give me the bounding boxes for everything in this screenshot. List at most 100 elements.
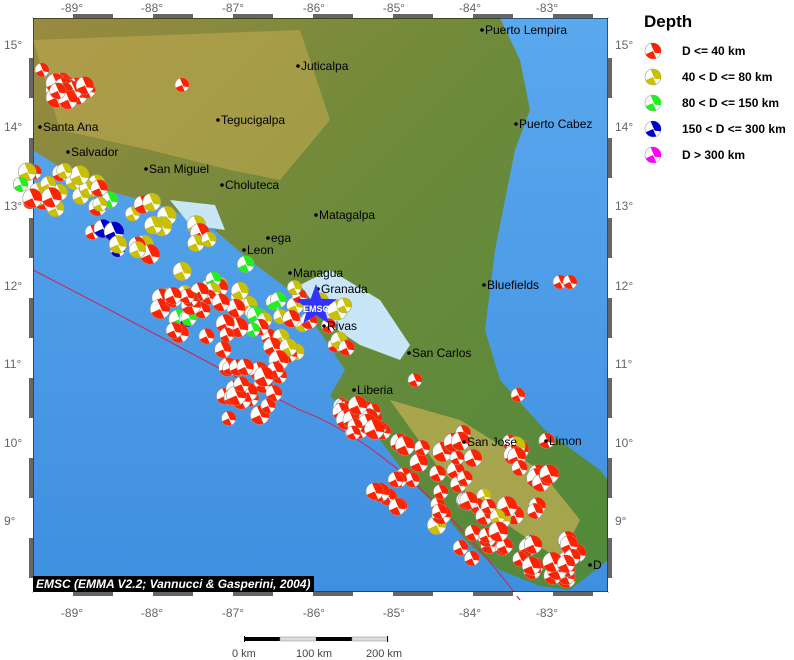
focal-mechanism [348, 395, 368, 416]
city-label: Juticalpa [301, 59, 349, 73]
focal-mechanism [90, 179, 108, 197]
longitude-tick: -88° [141, 606, 163, 620]
legend-item: 40 < D <= 80 km [644, 64, 786, 90]
city-dot [544, 439, 548, 443]
focal-mechanism [450, 431, 471, 451]
focal-mechanism [414, 439, 431, 456]
focal-mechanism [211, 293, 230, 312]
trench-line [32, 269, 521, 601]
city-label: Limon [549, 434, 582, 448]
focal-mechanism [41, 187, 62, 208]
focal-mechanism [22, 188, 43, 209]
city-dot [296, 64, 300, 68]
latitude-tick: 11° [4, 357, 21, 371]
latitude-tick: 12° [4, 279, 22, 293]
longitude-tick: -84° [459, 1, 481, 15]
focal-mechanism [364, 418, 385, 440]
focal-mechanism [219, 327, 235, 343]
focal-mechanism [345, 425, 361, 441]
focal-mechanism [270, 291, 287, 309]
city-label: Granada [321, 282, 368, 296]
focal-mechanism [539, 464, 560, 485]
focal-mechanism [557, 554, 576, 573]
legend-label: D > 300 km [682, 148, 746, 162]
focal-mechanism [562, 274, 578, 290]
focal-mechanism [336, 297, 353, 314]
city-dot [352, 388, 356, 392]
latitude-tick: 15° [615, 38, 633, 52]
legend-title: Depth [644, 12, 693, 31]
latitude-tick: 10° [615, 436, 633, 450]
city-label: Santa Ana [43, 120, 99, 134]
legend-item: 80 < D <= 150 km [644, 90, 786, 116]
latitude-tick: 9° [4, 514, 16, 528]
focal-mechanism [488, 521, 509, 542]
focal-mechanism [527, 503, 544, 520]
city-dot [288, 271, 292, 275]
city-label: ega [271, 231, 291, 245]
emsc-marker[interactable]: EMSC [295, 284, 337, 324]
longitude-tick: -87° [222, 1, 244, 15]
city-dot [480, 28, 484, 32]
city-dot [266, 236, 270, 240]
focal-mechanism [480, 498, 497, 515]
legend-label: 40 < D <= 80 km [682, 70, 773, 84]
city-label: Matagalpa [319, 208, 375, 222]
city-dot [407, 351, 411, 355]
focal-mechanism [338, 339, 355, 357]
focal-mechanism [144, 216, 163, 235]
beachball-icon [644, 120, 662, 138]
beachball-icon [644, 146, 662, 164]
focal-mechanism [12, 176, 29, 192]
focal-mechanism [459, 491, 478, 510]
legend-label: D <= 40 km [682, 44, 746, 58]
city-label: San Jose [467, 435, 517, 449]
focal-mechanism [449, 450, 465, 466]
focal-mechanism [388, 498, 406, 516]
focal-mechanism [407, 372, 423, 388]
focal-mechanism [644, 94, 662, 112]
focal-mechanism [429, 465, 447, 482]
focal-mechanism [149, 298, 171, 320]
longitude-tick: -85° [383, 606, 405, 620]
beachball-icon [644, 42, 662, 60]
focal-mechanism [644, 68, 662, 86]
latitude-tick: 14° [615, 120, 633, 134]
focal-mechanism [165, 322, 183, 339]
focal-mechanism [644, 120, 662, 138]
city-dot [216, 118, 220, 122]
city-label: Managua [293, 266, 343, 280]
costa-rica-highlands [390, 400, 580, 560]
city-label: Puerto Lempira [485, 23, 567, 37]
focal-mechanism [387, 471, 404, 488]
latitude-tick: 14° [4, 120, 22, 134]
focal-mechanism [433, 484, 449, 500]
city-dot [66, 150, 70, 154]
focal-mechanism [230, 281, 249, 300]
city-label: Puerto Cabez [519, 117, 592, 131]
legend-item: 150 < D <= 300 km [644, 116, 786, 142]
focal-mechanism [179, 288, 195, 304]
lake-nicaragua [300, 270, 410, 360]
legend-label: 150 < D <= 300 km [682, 122, 786, 136]
city-label: San Carlos [412, 346, 471, 360]
focal-mechanism [214, 340, 232, 359]
longitude-tick: -86° [303, 606, 325, 620]
focal-mechanism [644, 146, 662, 164]
longitude-tick: -85° [383, 1, 405, 15]
city-label: Leon [247, 243, 274, 257]
focal-mechanism [92, 196, 108, 212]
focal-mechanism [464, 524, 482, 542]
longitude-tick: -83° [536, 606, 558, 620]
depth-legend: Depth D <= 40 km 40 < D <= 80 km 80 < D <=… [644, 12, 786, 168]
focal-mechanism [236, 358, 254, 376]
legend-item: D > 300 km [644, 142, 786, 168]
longitude-tick: -83° [536, 1, 558, 15]
latitude-tick: 13° [615, 199, 633, 213]
focal-mechanism [75, 76, 94, 95]
city-dot [38, 125, 42, 129]
focal-mechanism [253, 366, 275, 387]
focal-mechanism [395, 435, 416, 456]
focal-mechanism [69, 165, 90, 186]
